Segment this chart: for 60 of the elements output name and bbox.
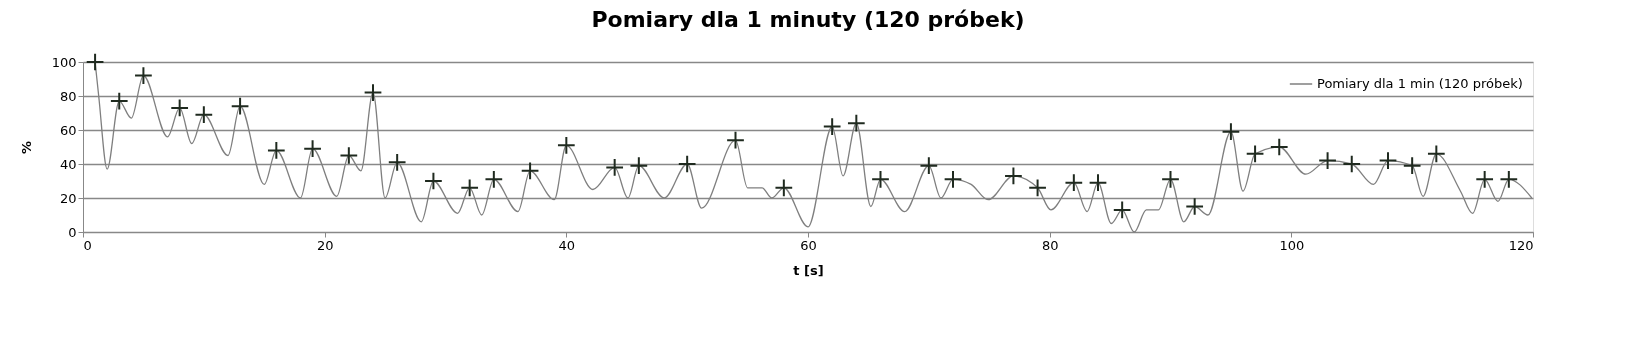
y-tick-label: 80 (59, 88, 77, 104)
point (1342, 154, 1362, 174)
x-axis-title: t [s] (793, 262, 824, 278)
point (822, 117, 842, 136)
point (424, 171, 443, 191)
point (1475, 169, 1495, 189)
point (520, 161, 540, 181)
point (1004, 166, 1023, 186)
point (1064, 173, 1084, 193)
point (1245, 144, 1265, 164)
point (1378, 151, 1398, 170)
point (303, 139, 322, 159)
point (605, 158, 625, 177)
chart-title: Pomiary dla 1 minuty (120 próbek) (591, 6, 1025, 32)
point (726, 130, 745, 150)
y-tick-label: 40 (59, 156, 77, 172)
point (919, 156, 939, 176)
point (339, 146, 359, 165)
x-tick-label: 120 (1508, 237, 1534, 253)
point (774, 178, 794, 198)
point (1028, 178, 1047, 198)
point (109, 91, 129, 111)
y-tick-label: 20 (59, 190, 77, 206)
point (230, 96, 250, 116)
point (460, 178, 480, 198)
point (1221, 122, 1241, 142)
x-tick-label: 40 (558, 237, 576, 253)
point (556, 135, 576, 155)
x-tick-label: 100 (1279, 237, 1305, 253)
point (1112, 200, 1132, 220)
point (484, 169, 504, 189)
y-tick-label: 100 (51, 54, 77, 70)
point (85, 52, 105, 72)
point (943, 169, 963, 189)
point (677, 154, 697, 174)
x-tick-label: 80 (1041, 237, 1059, 253)
point (1088, 173, 1108, 193)
point (629, 156, 649, 176)
x-tick-label: 60 (800, 237, 817, 253)
point (363, 83, 383, 102)
y-tick-label: 60 (59, 122, 77, 138)
point (846, 113, 866, 133)
y-tick-label: 0 (68, 224, 77, 240)
y-axis-title: % (18, 140, 34, 155)
point (194, 105, 214, 125)
x-tick-label: 20 (316, 237, 334, 253)
point (1402, 156, 1422, 176)
legend-label: Pomiary dla 1 min (120 próbek) (1317, 76, 1523, 91)
point (170, 98, 190, 118)
point (1426, 144, 1446, 164)
point (134, 66, 153, 85)
point (266, 141, 286, 160)
point (387, 152, 407, 172)
x-tick-label: 0 (83, 237, 92, 253)
point (871, 169, 890, 189)
point (1185, 197, 1205, 216)
point (1318, 151, 1337, 170)
point (1499, 169, 1519, 189)
point (1269, 137, 1289, 157)
point (1161, 169, 1180, 189)
